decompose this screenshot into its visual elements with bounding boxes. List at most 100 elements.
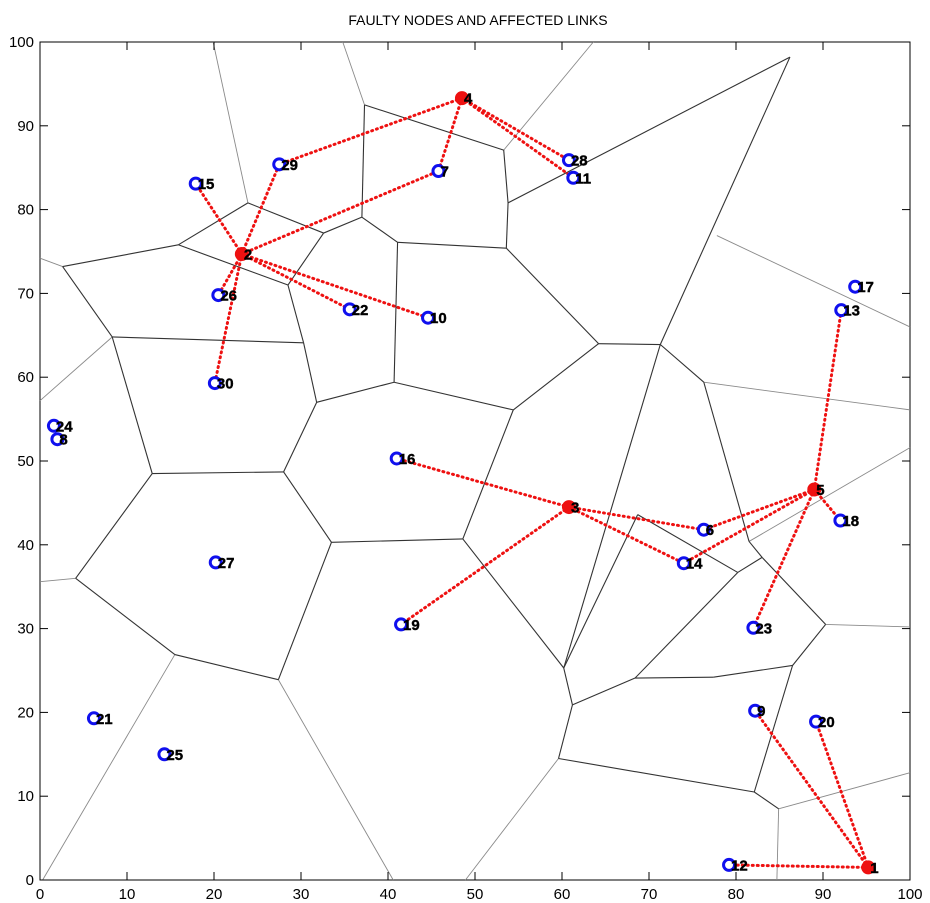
y-tick-label-20: 20 xyxy=(17,704,34,721)
node-label-29: 29 xyxy=(281,157,298,174)
x-tick-label-100: 100 xyxy=(897,886,922,903)
voronoi-edge-30 xyxy=(75,577,176,656)
node-label-27: 27 xyxy=(218,555,235,572)
node-label-22: 22 xyxy=(352,302,369,319)
voronoi-edge-17 xyxy=(558,757,755,793)
link-2-29 xyxy=(240,162,281,256)
voronoi-edge-10 xyxy=(748,541,763,558)
voronoi-edge-45 xyxy=(503,150,509,203)
voronoi-edge-15 xyxy=(572,677,636,706)
x-tick-label-80: 80 xyxy=(728,886,745,903)
node-label-19: 19 xyxy=(403,617,420,634)
node-label-1: 1 xyxy=(870,860,878,877)
node-label-28: 28 xyxy=(571,153,588,170)
voronoi-edge-44 xyxy=(364,104,504,151)
voronoi-edge-20 xyxy=(62,266,113,338)
voronoi-outer-edge-7 xyxy=(748,447,911,542)
voronoi-edge-3 xyxy=(323,216,363,234)
plot-area xyxy=(39,41,911,881)
node-label-24: 24 xyxy=(56,418,73,435)
node-label-4: 4 xyxy=(464,91,473,108)
node-6 xyxy=(696,522,711,537)
node-label-6: 6 xyxy=(706,522,714,539)
voronoi-edge-29 xyxy=(75,473,153,579)
link-2-26 xyxy=(216,252,244,297)
link-5-6 xyxy=(702,487,816,532)
node-label-7: 7 xyxy=(440,164,448,181)
node-15 xyxy=(188,176,203,191)
node-29 xyxy=(272,157,287,172)
faulty-node-1 xyxy=(861,860,876,875)
voronoi-edge-31 xyxy=(174,654,279,681)
voronoi-edge-41 xyxy=(737,556,763,573)
voronoi-edge-48 xyxy=(659,56,791,345)
voronoi-edge-16 xyxy=(557,704,573,759)
voronoi-edge-42 xyxy=(634,572,739,679)
node-labels: 1234567891011121314151617181920212223242… xyxy=(56,90,879,877)
chart-title: FAULTY NODES AND AFFECTED LINKS xyxy=(348,12,607,28)
y-tick-label-100: 100 xyxy=(9,34,34,51)
y-tick-label-40: 40 xyxy=(17,537,34,554)
link-3-19 xyxy=(399,505,571,626)
node-label-21: 21 xyxy=(96,711,113,728)
node-18 xyxy=(833,513,848,528)
link-5-23 xyxy=(751,487,816,630)
voronoi-edge-18 xyxy=(753,791,779,810)
link-2-7 xyxy=(240,169,440,256)
node-label-5: 5 xyxy=(816,482,824,499)
node-label-23: 23 xyxy=(755,620,772,637)
voronoi-edge-40 xyxy=(637,514,739,573)
voronoi-edge-38 xyxy=(563,344,661,669)
voronoi-edge-26 xyxy=(111,336,153,474)
voronoi-edge-52 xyxy=(287,284,305,343)
node-26 xyxy=(211,288,226,303)
node-9 xyxy=(748,703,763,718)
voronoi-edge-12 xyxy=(792,624,827,666)
nodes xyxy=(46,91,876,875)
voronoi-outer-edge-1 xyxy=(212,41,249,203)
node-21 xyxy=(86,711,101,726)
voronoi-outer-edge-6 xyxy=(716,235,911,328)
node-27 xyxy=(208,555,223,570)
voronoi-edge-23 xyxy=(316,381,395,403)
voronoi-edge-7 xyxy=(598,343,661,346)
faulty-node-4 xyxy=(454,91,469,106)
voronoi-outer-edge-12 xyxy=(277,679,394,881)
voronoi-outer-edge-9 xyxy=(778,772,911,810)
voronoi-edge-49 xyxy=(393,242,399,383)
voronoi-edge-14 xyxy=(635,676,714,679)
node-8 xyxy=(50,432,65,447)
x-tick-label-0: 0 xyxy=(36,886,44,903)
node-17 xyxy=(848,279,863,294)
voronoi-edge-6 xyxy=(505,247,599,345)
node-label-15: 15 xyxy=(198,176,215,193)
voronoi-edge-19 xyxy=(753,665,794,793)
voronoi-outer-edge-13 xyxy=(42,654,176,881)
voronoi-edge-51 xyxy=(287,232,325,286)
faulty-node-5 xyxy=(807,482,822,497)
x-tick-label-60: 60 xyxy=(554,886,571,903)
x-tick-label-90: 90 xyxy=(815,886,832,903)
link-2-22 xyxy=(240,252,352,311)
node-label-30: 30 xyxy=(217,376,234,393)
voronoi-edge-33 xyxy=(283,471,332,543)
voronoi-edge-22 xyxy=(303,342,318,403)
node-20 xyxy=(809,714,824,729)
voronoi-edge-39 xyxy=(563,514,639,669)
node-label-20: 20 xyxy=(818,714,835,731)
node-label-8: 8 xyxy=(59,432,67,449)
voronoi-outer-edges xyxy=(39,41,911,881)
node-label-2: 2 xyxy=(244,247,252,264)
voronoi-edge-27 xyxy=(152,471,284,475)
voronoi-edge-35 xyxy=(462,409,514,540)
y-tick-label-50: 50 xyxy=(17,453,34,470)
node-label-11: 11 xyxy=(575,170,591,187)
link-1-12 xyxy=(727,863,870,869)
node-16 xyxy=(389,451,404,466)
node-label-13: 13 xyxy=(843,303,860,320)
voronoi-edge-32 xyxy=(277,542,332,680)
link-5-13 xyxy=(812,308,843,491)
y-tick-label-70: 70 xyxy=(17,285,34,302)
voronoi-outer-edge-14 xyxy=(39,577,76,583)
